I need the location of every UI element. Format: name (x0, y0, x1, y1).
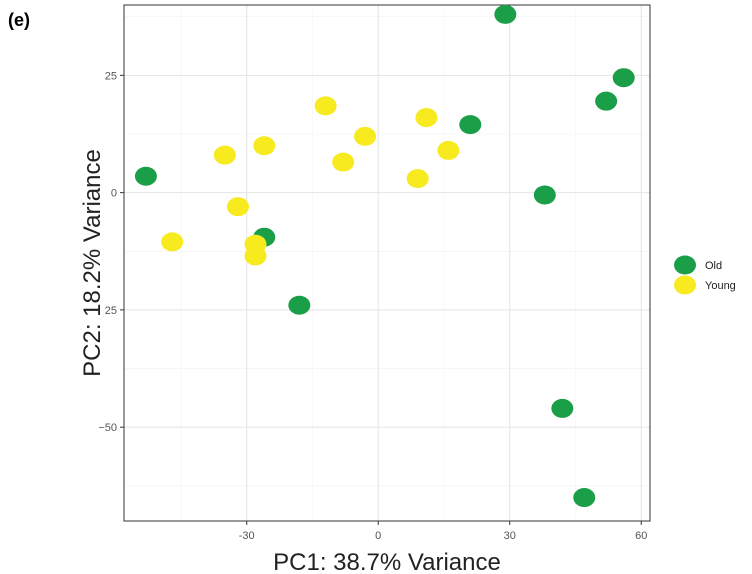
data-point-young (415, 108, 437, 127)
data-point-young (253, 136, 275, 155)
data-point-old (573, 488, 595, 507)
legend: Old Young (674, 256, 736, 295)
x-axis-title: PC1: 38.7% Variance (273, 549, 501, 574)
data-point-young (245, 246, 267, 265)
plot-panel-background (124, 5, 650, 521)
data-point-old (494, 5, 516, 24)
y-tick-label: 0 (111, 188, 117, 200)
legend-swatch-old (674, 256, 696, 275)
x-tick-label: 30 (504, 530, 516, 542)
y-tick-label: 25 (105, 70, 117, 82)
y-axis-title: PC2: 18.2% Variance (79, 149, 106, 377)
data-point-young (354, 127, 376, 146)
data-point-old (459, 115, 481, 134)
data-point-young (332, 153, 354, 172)
data-point-young (161, 232, 183, 251)
x-tick-label: 60 (635, 530, 647, 542)
data-point-old (613, 68, 635, 87)
legend-swatch-young (674, 276, 696, 295)
x-tick-label: 0 (375, 530, 381, 542)
data-point-old (288, 296, 310, 315)
y-tick-label: −50 (98, 422, 117, 434)
x-tick-label: -30 (239, 530, 255, 542)
data-point-old (595, 92, 617, 111)
data-point-old (551, 399, 573, 418)
legend-label-old: Old (705, 260, 722, 272)
data-point-young (437, 141, 459, 160)
data-point-young (407, 169, 429, 188)
data-point-old (534, 185, 556, 204)
legend-label-young: Young (705, 280, 736, 292)
data-point-young (214, 146, 236, 165)
data-point-old (135, 167, 157, 186)
data-point-young (315, 96, 337, 115)
y-tick-label: 25 (105, 305, 117, 317)
data-point-young (227, 197, 249, 216)
